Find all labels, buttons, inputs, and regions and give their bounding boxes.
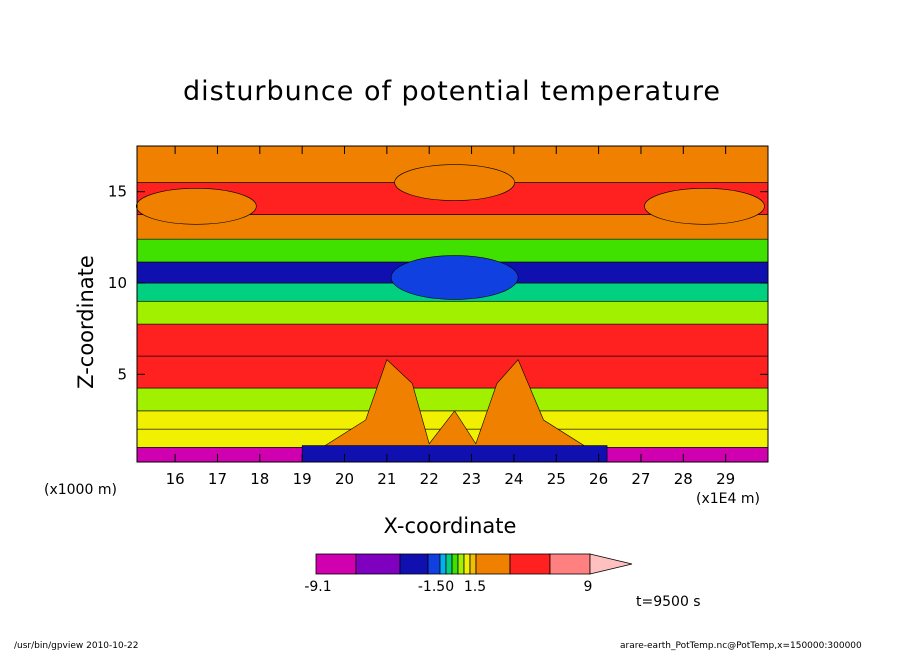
colorbar-swatch [451, 553, 459, 575]
colorbar-swatch [445, 553, 453, 575]
x-tick-label: 27 [631, 470, 650, 488]
contour-warm-lobe [135, 187, 257, 225]
x-tick-label: 17 [208, 470, 227, 488]
colorbar-swatch [457, 553, 465, 575]
colorbar-arrow [589, 553, 633, 575]
contour-band [136, 300, 769, 325]
x-tick-label: 19 [293, 470, 312, 488]
x-tick-label: 22 [420, 470, 439, 488]
footer-source: arare-earth_PotTemp.nc@PotTemp,x=150000:… [620, 641, 862, 651]
x-tick-label: 25 [547, 470, 566, 488]
y-tick-label: 15 [108, 183, 127, 201]
colorbar-swatch [439, 553, 447, 575]
contour-warm-lobe [394, 164, 515, 201]
colorbar-swatch [509, 553, 551, 575]
colorbar-swatch [427, 553, 441, 575]
x-axis-label: X-coordinate [383, 514, 517, 538]
colorbar-label: 1.5 [464, 579, 486, 595]
colorbar-swatch [463, 553, 471, 575]
colorbar-swatch [355, 553, 401, 575]
y-axis-unit: (x1000 m) [44, 482, 117, 498]
chart-title: disturbunce of potential temperature [183, 76, 721, 107]
contour-fill-layers [135, 145, 769, 463]
x-tick-label: 16 [166, 470, 185, 488]
x-tick-label: 29 [716, 470, 735, 488]
plot-frame [136, 145, 769, 463]
axes: 16 17 18 19 20 21 22 23 24 25 26 27 28 29 5 10 15 [108, 145, 769, 488]
footer-command: /usr/bin/gpview 2010-10-22 [14, 641, 139, 651]
contour-surface-cold [301, 445, 608, 463]
x-tick-label: 20 [335, 470, 354, 488]
colorbar-label: 9 [584, 579, 593, 595]
colorbar-swatch [475, 553, 511, 575]
x-tick-label: 28 [674, 470, 693, 488]
time-label: t=9500 s [636, 594, 701, 610]
contour-band [136, 355, 769, 389]
x-tick-label: 24 [504, 470, 523, 488]
colorbar-swatch [399, 553, 429, 575]
x-axis-unit: (x1E4 m) [696, 491, 760, 507]
x-tick-label: 26 [589, 470, 608, 488]
contour-plume [309, 359, 600, 455]
y-axis-label: Z-coordinate [74, 255, 98, 389]
y-tick-label: 5 [117, 365, 127, 383]
colorbar-label: -1.50 [418, 579, 454, 595]
x-tick-label: 23 [462, 470, 481, 488]
contour-cold-core [390, 255, 519, 300]
contour-warm-lobe [644, 187, 765, 225]
colorbar-swatch [315, 553, 357, 575]
contour-band [136, 323, 769, 357]
colorbar-label: -9.1 [304, 579, 331, 595]
x-tick-label: 21 [377, 470, 396, 488]
colorbar: -9.1 -1.50 1.5 9 [304, 553, 633, 595]
y-tick-label: 10 [108, 274, 127, 292]
x-tick-label: 18 [250, 470, 269, 488]
colorbar-swatch [549, 553, 591, 575]
colorbar-swatch [469, 553, 477, 575]
contour-band [136, 387, 769, 412]
